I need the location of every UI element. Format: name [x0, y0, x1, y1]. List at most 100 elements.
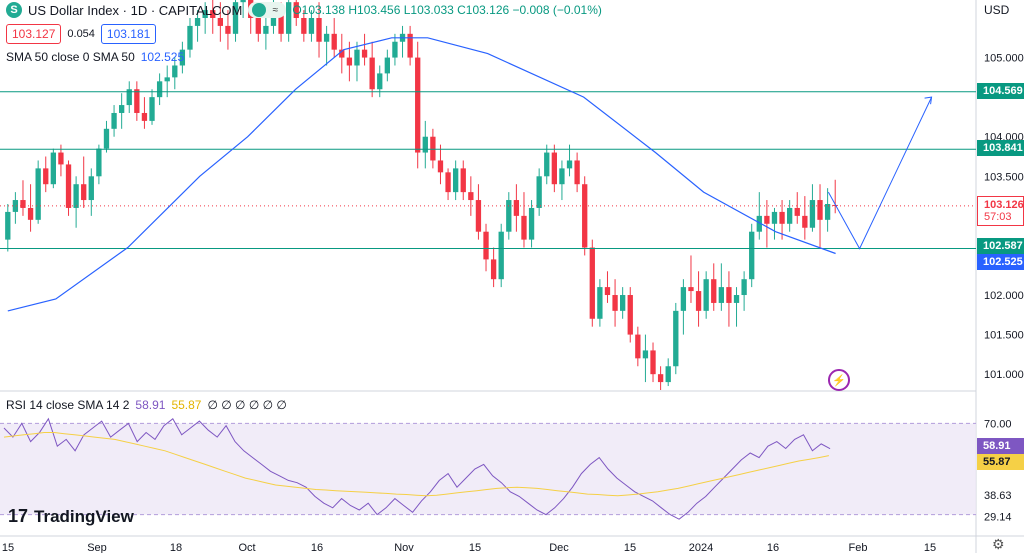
candle-body: [361, 49, 368, 58]
candle-body: [566, 160, 573, 169]
candle-body: [627, 295, 633, 335]
candle-body: [339, 49, 345, 58]
candle-body: [65, 164, 72, 208]
candle-body: [741, 279, 747, 296]
last-price-value: 103.126: [984, 199, 1024, 211]
candle-body: [749, 231, 755, 280]
rsi-tick-label: 29.14: [984, 512, 1012, 524]
candle-body: [764, 215, 770, 224]
sma-legend[interactable]: SMA 50 close 0 SMA 50 102.525: [6, 50, 184, 64]
candle-body: [771, 211, 778, 224]
time-tick-label: 18: [170, 542, 182, 553]
candle-body: [27, 207, 34, 220]
rsi-legend-label: RSI 14 close SMA 14 2: [6, 398, 130, 412]
time-tick-label: 15: [2, 542, 14, 553]
candle-body: [126, 89, 132, 106]
symbol-legend: S US Dollar Index · 1D · CAPITALCOM ≈ O1…: [6, 2, 602, 18]
candle-body: [255, 18, 261, 34]
candle-body: [445, 172, 451, 193]
candle-body: [384, 57, 390, 74]
candle-body: [490, 259, 497, 280]
candle-body: [521, 215, 527, 240]
candle-body: [301, 18, 307, 34]
sma-50-line: [7, 37, 836, 312]
rsi-sma-legend-value: 55.87: [171, 398, 202, 412]
candle-body: [657, 374, 664, 383]
level-mid-tag: 103.841: [977, 140, 1024, 156]
projection-path: [827, 96, 933, 250]
time-tick-label: Feb: [849, 542, 868, 553]
candle-body: [134, 89, 140, 113]
candle-body: [415, 57, 421, 153]
candle-body: [506, 200, 512, 232]
rsi-tick-label: 70.00: [984, 418, 1012, 430]
candle-body: [498, 231, 504, 280]
candle-countdown: 57:03: [984, 211, 1012, 223]
bid-button[interactable]: 103.127: [6, 24, 62, 44]
candle-body: [756, 215, 762, 232]
price-tick-label: 105.000: [984, 53, 1024, 65]
candle-body: [331, 33, 337, 50]
candle-body: [680, 287, 687, 311]
candle-body: [695, 291, 702, 311]
currency-label[interactable]: USD: [984, 3, 1010, 17]
candle-body: [582, 184, 588, 248]
time-tick-label: Nov: [394, 542, 414, 553]
compare-icon: ≈: [272, 4, 279, 16]
candle-body: [369, 57, 375, 90]
candle-body: [665, 366, 671, 383]
time-tick-label: Dec: [549, 542, 569, 553]
tradingview-logo[interactable]: 17 TradingView: [8, 506, 134, 527]
price-tick-label: 102.000: [984, 290, 1024, 302]
candle-body: [225, 25, 231, 34]
candle-body: [597, 287, 603, 319]
candle-body: [453, 168, 459, 193]
status-pill[interactable]: ≈: [248, 2, 287, 18]
lightning-alert-icon[interactable]: ⚡: [828, 369, 850, 391]
bid-ask-row: 103.127 0.054 103.181: [6, 24, 157, 44]
candle-body: [194, 18, 201, 26]
gear-icon[interactable]: ⚙: [992, 536, 1005, 552]
candle-body: [574, 160, 580, 185]
candle-body: [96, 148, 102, 177]
rsi-legend[interactable]: RSI 14 close SMA 14 2 58.91 55.87 ∅ ∅ ∅ …: [6, 398, 287, 412]
price-tick-label: 101.000: [984, 369, 1024, 381]
projection-arrowhead: [924, 96, 933, 105]
candle-body: [460, 168, 466, 193]
candle-body: [430, 136, 436, 161]
candle-body: [604, 287, 611, 296]
rsi-sma-line: [3, 432, 829, 497]
candle-body: [316, 18, 322, 42]
candle-body: [407, 33, 413, 58]
price-tick-label: 101.500: [984, 330, 1024, 342]
candle-body: [673, 310, 679, 367]
ask-button[interactable]: 103.181: [100, 24, 157, 44]
candle-body: [217, 18, 223, 26]
candle-body: [620, 295, 626, 311]
capitalcom-logo-icon: S: [6, 2, 22, 18]
candle-body: [703, 279, 709, 311]
candle-body: [172, 65, 178, 78]
sma-legend-label: SMA 50 close 0 SMA 50: [6, 50, 135, 64]
candle-body: [612, 295, 618, 311]
candle-body: [43, 168, 49, 185]
candle-body: [817, 200, 823, 220]
candle-body: [323, 33, 330, 42]
market-open-dot-icon: [252, 3, 267, 17]
candle-body: [809, 200, 816, 228]
candle-body: [58, 152, 64, 165]
candle-body: [103, 128, 110, 149]
candle-body: [437, 160, 444, 173]
last-price-tag: 103.126 57:03: [977, 196, 1024, 226]
candle-body: [635, 334, 641, 359]
candle-body: [263, 25, 269, 34]
price-tick-label: 103.500: [984, 171, 1024, 183]
candle-body: [164, 77, 170, 82]
candle-body: [718, 287, 724, 303]
ohlc-values: O103.138 H103.456 L103.033 C103.126 −0.0…: [292, 3, 602, 17]
candle-body: [536, 176, 542, 208]
spread-value: 0.054: [67, 28, 95, 40]
symbol-title[interactable]: US Dollar Index · 1D · CAPITALCOM: [28, 2, 243, 18]
